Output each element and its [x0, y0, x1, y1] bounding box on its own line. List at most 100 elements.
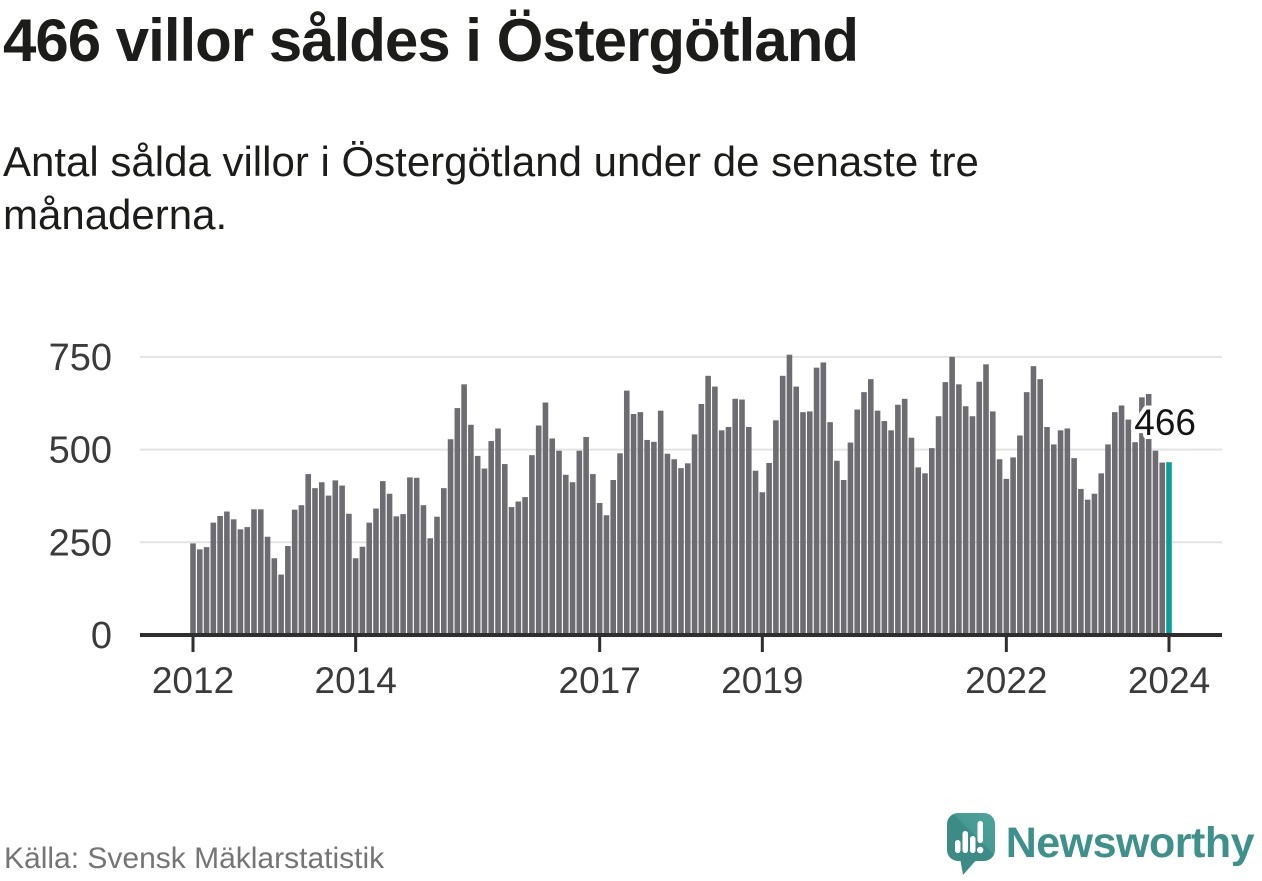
bar: [827, 422, 833, 635]
bar: [562, 474, 569, 635]
bar: [522, 497, 528, 635]
bar: [996, 459, 1003, 635]
bar: [501, 464, 508, 635]
bar: [867, 379, 874, 635]
bar: [583, 436, 589, 635]
bar: [630, 414, 637, 635]
bar: [318, 482, 325, 635]
bar: [698, 403, 705, 635]
bar: [617, 453, 623, 635]
bar: [1125, 419, 1132, 635]
bar: [420, 505, 427, 635]
bar: [237, 529, 244, 635]
bar: [1145, 393, 1152, 635]
bar: [840, 480, 847, 635]
bar: [786, 354, 793, 635]
y-axis-label: 250: [49, 522, 112, 564]
bar: [705, 375, 711, 635]
bar: [1003, 478, 1010, 635]
page-subtitle: Antal sålda villor i Östergötland under …: [3, 138, 979, 238]
bar: [1050, 444, 1057, 635]
bar: [1037, 379, 1044, 635]
y-axis-label: 0: [91, 615, 112, 657]
bar: [1023, 392, 1030, 635]
bar: [481, 468, 488, 635]
bar: [1057, 430, 1064, 635]
bar: [352, 558, 359, 635]
bar: [712, 386, 718, 635]
bar: [1064, 428, 1071, 635]
logo-exclamation-dot: [976, 846, 984, 853]
bar: [766, 462, 772, 635]
bar: [413, 477, 420, 635]
bar: [1091, 493, 1098, 635]
bar: [495, 428, 501, 635]
bar: [508, 507, 515, 635]
bar: [678, 468, 684, 635]
bar: [1111, 412, 1118, 635]
bar: [623, 390, 630, 635]
y-axis-label: 500: [49, 430, 112, 472]
bar: [759, 492, 766, 635]
bar: [1105, 444, 1111, 635]
bar: [468, 424, 474, 635]
bar: [440, 488, 447, 635]
bar: [922, 473, 928, 635]
bar: [549, 438, 556, 635]
bar: [210, 522, 217, 635]
highlighted-bar: [1166, 462, 1172, 635]
logo-bar-small: [954, 839, 961, 853]
bar: [732, 398, 739, 635]
newsworthy-logo-icon: [946, 812, 996, 881]
bar: [285, 546, 291, 635]
bar: [935, 416, 942, 635]
bar: [400, 514, 406, 635]
value-annotation: 466: [1134, 402, 1196, 443]
bar: [745, 426, 752, 635]
bar: [725, 426, 732, 635]
bar: [644, 439, 650, 635]
bar: [264, 536, 271, 635]
bar: [1017, 435, 1023, 635]
bar: [915, 467, 922, 635]
bar: [657, 410, 664, 635]
bar: [691, 434, 698, 635]
x-axis-label: 2017: [559, 660, 641, 701]
bar: [1030, 366, 1037, 635]
bar: [800, 412, 806, 635]
bar: [1132, 442, 1138, 635]
bar: [190, 543, 196, 635]
bar: [393, 516, 400, 635]
x-axis-label: 2019: [721, 660, 803, 701]
logo-bar-medium: [969, 835, 976, 853]
x-axis-label: 2024: [1128, 660, 1210, 701]
bar-chart: 0 250 500 750 2012 2014 2017 2019 2022 2024 466: [0, 300, 1262, 720]
bar: [535, 425, 542, 635]
bar: [962, 406, 969, 635]
bar: [596, 503, 603, 635]
bar: [278, 574, 284, 635]
bar: [556, 450, 562, 635]
bar: [312, 488, 318, 635]
bar: [1098, 473, 1105, 635]
bar: [908, 437, 915, 635]
bar: [651, 441, 657, 635]
bar: [386, 493, 393, 635]
bar: [895, 404, 901, 635]
bar: [983, 364, 989, 635]
bar: [379, 481, 386, 635]
bar: [569, 482, 576, 635]
bar: [610, 480, 617, 635]
bar: [1118, 405, 1125, 635]
logo-bar-tall: [962, 830, 968, 853]
bar: [1152, 450, 1159, 635]
bar: [1071, 458, 1077, 635]
x-axis-label: 2022: [965, 660, 1047, 701]
bar: [434, 516, 440, 635]
bar: [942, 382, 949, 635]
bar: [1078, 488, 1084, 635]
bar: [718, 430, 725, 635]
bar: [590, 474, 596, 635]
bar: [407, 477, 413, 635]
bar: [989, 411, 996, 635]
